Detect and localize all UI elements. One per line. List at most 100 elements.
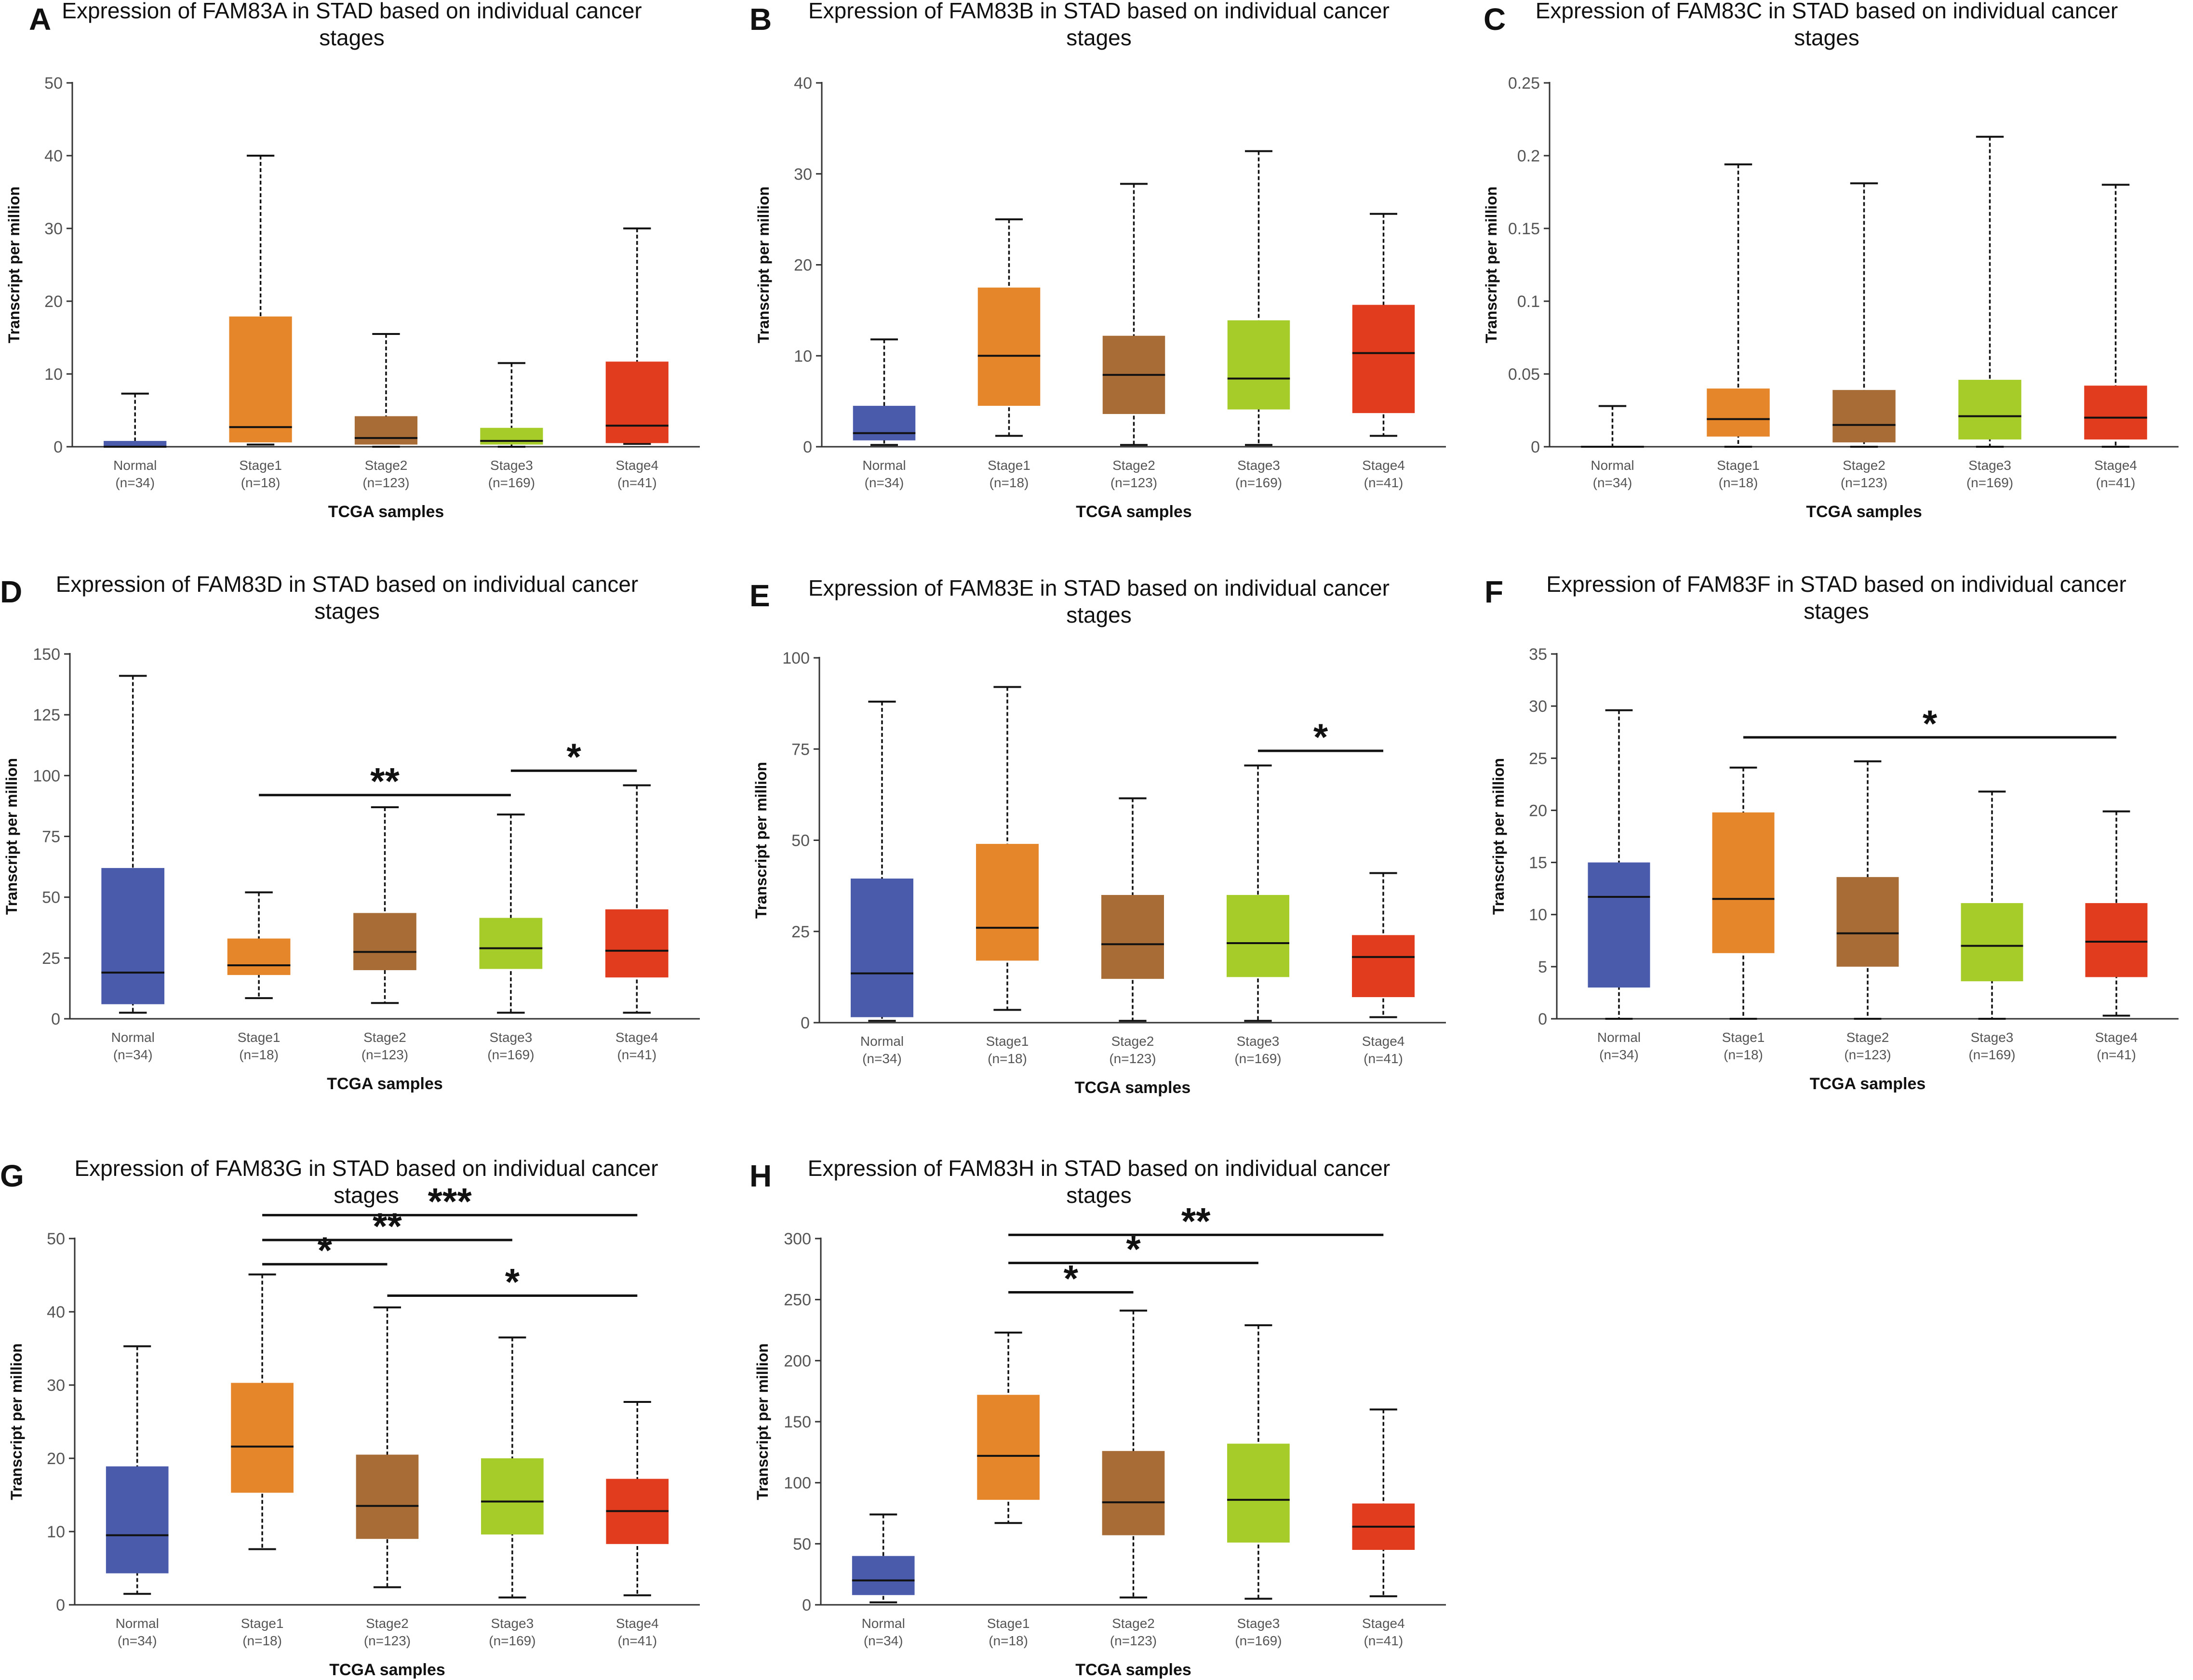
iqr-box: [354, 416, 418, 445]
box-stage2: [1102, 1309, 1165, 1599]
x-tick-count: (n=18): [989, 1633, 1028, 1648]
iqr-box: [101, 868, 165, 1004]
x-tick-count: (n=18): [1719, 475, 1758, 490]
iqr-box: [1832, 390, 1896, 442]
x-tick-label: Stage3: [1237, 1034, 1280, 1049]
panel-h: H Expression of FAM83H in STAD based on i…: [749, 1156, 1446, 1679]
x-tick-count: (n=18): [990, 475, 1029, 490]
x-tick-label: Stage2: [1112, 1616, 1155, 1631]
x-axis-label: TCGA samples: [1810, 1075, 1926, 1093]
iqr-box: [353, 913, 416, 971]
x-tick-label: Normal: [1591, 458, 1634, 473]
chart-title-line2: stages: [319, 25, 385, 50]
x-tick-count: (n=169): [1968, 1047, 2015, 1062]
y-tick-label: 20: [44, 293, 63, 311]
y-tick-label: 40: [47, 1303, 65, 1321]
x-tick-count: (n=123): [362, 475, 409, 490]
iqr-box: [1227, 895, 1289, 977]
x-axis-label: TCGA samples: [329, 1661, 445, 1679]
box-stage4: [1352, 213, 1415, 437]
chart-title-line2: stages: [314, 599, 380, 624]
iqr-box: [231, 1383, 294, 1493]
y-tick-label: 20: [47, 1450, 65, 1468]
y-tick-label: 100: [784, 1474, 811, 1493]
iqr-box: [851, 878, 913, 1017]
box-stage2: [1836, 760, 1899, 1020]
significance-label: ***: [428, 1180, 472, 1222]
x-tick-label: Stage3: [491, 1616, 534, 1631]
iqr-box: [104, 440, 167, 447]
y-tick-label: 25: [42, 949, 60, 968]
box-normal: [853, 338, 916, 446]
x-tick-label: Stage4: [616, 1616, 659, 1631]
x-tick-label: Stage2: [1112, 458, 1155, 473]
y-tick-label: 30: [1529, 697, 1547, 716]
iqr-box: [605, 361, 669, 443]
x-tick-count: (n=169): [1234, 1051, 1281, 1066]
x-tick-label: Stage4: [1362, 1616, 1405, 1631]
y-tick-label: 5: [1538, 958, 1547, 976]
x-axis-label: TCGA samples: [1075, 1079, 1191, 1097]
x-tick-count: (n=41): [617, 1633, 657, 1648]
x-tick-count: (n=41): [1364, 1633, 1403, 1648]
box-normal: [101, 675, 165, 1014]
x-tick-count: (n=169): [489, 1633, 535, 1648]
y-tick-label: 0: [53, 438, 63, 456]
chart-title-line2: stages: [1794, 25, 1859, 50]
x-tick-label: Stage3: [490, 1030, 533, 1045]
box-stage2: [356, 1306, 419, 1588]
x-tick-label: Stage3: [1237, 458, 1280, 473]
y-tick-label: 0: [56, 1596, 65, 1614]
y-tick-label: 50: [44, 74, 63, 93]
box-stage3: [1961, 790, 2023, 1020]
y-tick-label: 25: [1529, 749, 1547, 768]
chart-title-line2: stages: [1066, 602, 1132, 627]
x-tick-count: (n=34): [118, 1633, 157, 1648]
box-stage1: [977, 218, 1041, 437]
box-stage4: [1352, 1408, 1415, 1598]
y-tick-label: 0: [801, 1014, 810, 1032]
y-tick-label: 30: [44, 220, 63, 238]
y-axis-label: Transcript per million: [1483, 187, 1500, 343]
y-axis-label: Transcript per million: [755, 187, 772, 343]
x-tick-count: (n=34): [1599, 1047, 1639, 1062]
box-stage1: [227, 891, 291, 1000]
significance-label: *: [1313, 716, 1328, 758]
y-tick-label: 30: [794, 165, 812, 184]
y-tick-label: 0.2: [1517, 147, 1540, 165]
box-stage1: [231, 1273, 294, 1550]
x-tick-count: (n=18): [1724, 1047, 1763, 1062]
x-tick-label: Stage1: [986, 1034, 1029, 1049]
x-tick-label: Stage2: [365, 458, 408, 473]
panel-c: C Expression of FAM83C in STAD based on i…: [1483, 0, 2179, 521]
x-tick-count: (n=169): [488, 475, 535, 490]
y-tick-label: 200: [784, 1352, 811, 1370]
iqr-box: [1712, 812, 1775, 953]
iqr-box: [1227, 1443, 1290, 1543]
y-tick-label: 35: [1529, 645, 1547, 664]
panel-letter: G: [0, 1159, 24, 1193]
y-axis-label: Transcript per million: [3, 758, 20, 915]
box-stage2: [354, 333, 418, 448]
x-tick-count: (n=34): [113, 1047, 153, 1062]
x-tick-label: Stage3: [1237, 1616, 1280, 1631]
x-tick-label: Normal: [113, 458, 157, 473]
panel-g: G Expression of FAM83G in STAD based on i…: [0, 1156, 700, 1679]
iqr-box: [1707, 388, 1770, 437]
x-tick-count: (n=123): [1110, 1633, 1157, 1648]
box-stage3: [481, 1336, 544, 1599]
chart-title-line1: Expression of FAM83E in STAD based on in…: [808, 575, 1390, 600]
panel-a: A Expression of FAM83A in STAD based on i…: [5, 0, 700, 521]
y-tick-label: 20: [1529, 801, 1547, 820]
box-stage3: [1958, 135, 2021, 448]
iqr-box: [852, 1556, 915, 1595]
y-tick-label: 25: [791, 923, 810, 941]
significance-label: *: [566, 735, 581, 778]
x-tick-label: Stage4: [2094, 458, 2137, 473]
significance-label: **: [370, 760, 400, 802]
panel-letter: H: [749, 1159, 772, 1193]
x-tick-count: (n=123): [1109, 1051, 1156, 1066]
box-stage1: [977, 1332, 1040, 1524]
y-tick-label: 150: [33, 645, 60, 664]
